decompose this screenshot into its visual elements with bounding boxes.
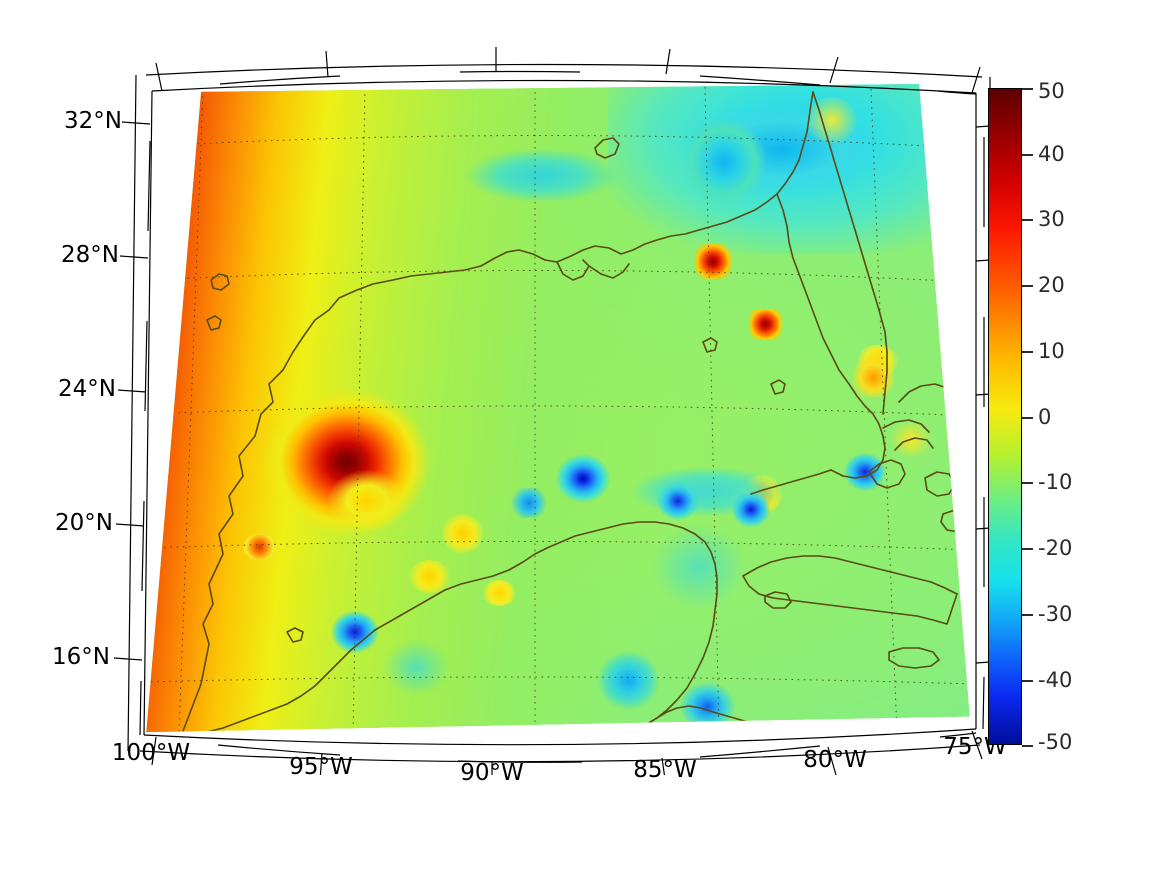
- colorbar-tick-50: [1022, 88, 1033, 90]
- field-warm-blob-1: [441, 514, 484, 554]
- colorbar-label-20: 20: [1038, 273, 1065, 297]
- field-cuba-west-low: [653, 478, 704, 525]
- colorbar-tick-n50: [1022, 745, 1033, 747]
- field-warm-blob-3: [483, 579, 517, 606]
- colorbar-label-0: 0: [1038, 405, 1052, 429]
- colorbar-label-n50: -50: [1038, 730, 1073, 754]
- colorbar-gradient: [988, 88, 1022, 745]
- field-yucatan-west-low: [512, 488, 546, 518]
- lat-tick-label-28n: 28°N: [61, 242, 119, 268]
- field-belize-low: [591, 644, 666, 717]
- coastline-overlay: [143, 84, 973, 736]
- colorbar-tick-40: [1022, 154, 1033, 156]
- field-veracruz-warm: [242, 533, 276, 560]
- lon-tick-label-90w: 90°W: [460, 760, 524, 786]
- colorbar-label-10: 10: [1038, 339, 1065, 363]
- lon-tick-label-100w: 100°W: [111, 740, 191, 766]
- field-yucatan-low: [549, 449, 617, 508]
- field-yucatan-east-cool: [641, 514, 758, 619]
- graticule: [146, 86, 970, 733]
- colorbar-tick-30: [1022, 219, 1033, 221]
- colorbar-label-n40: -40: [1038, 668, 1073, 692]
- colorbar-label-n30: -30: [1038, 602, 1073, 626]
- lat-tick-label-20n: 20°N: [55, 510, 113, 536]
- colorbar-tick-0: [1022, 417, 1033, 419]
- colorbar-tick-20: [1022, 285, 1033, 287]
- field-cuba-central-low: [728, 488, 774, 531]
- colorbar-label-30: 30: [1038, 207, 1065, 231]
- colorbar-label-n10: -10: [1038, 470, 1073, 494]
- lat-tick-label-16n: 16°N: [52, 644, 110, 670]
- lon-tick-label-95w: 95°W: [289, 754, 353, 780]
- map-raster-field: [143, 84, 973, 736]
- lat-tick-label-32n: 32°N: [64, 108, 122, 134]
- lon-tick-label-85w: 85°W: [633, 757, 697, 783]
- field-panhandle-cool: [450, 142, 633, 208]
- map-plot-area[interactable]: [143, 84, 973, 736]
- field-warm-blob-2: [408, 559, 451, 593]
- colorbar-label-40: 40: [1038, 142, 1065, 166]
- colorbar-tick-10: [1022, 351, 1033, 353]
- colorbar-label-n20: -20: [1038, 536, 1073, 560]
- field-southwest-cool: [375, 631, 459, 704]
- field-cuba-east-low: [840, 449, 890, 495]
- colorbar-tick-n30: [1022, 614, 1033, 616]
- field-miami-high: [748, 308, 783, 339]
- colorbar[interactable]: [988, 88, 1022, 745]
- field-warm-blob-8: [807, 97, 857, 143]
- colorbar-tick-n20: [1022, 548, 1033, 550]
- colorbar-tick-n40: [1022, 680, 1033, 682]
- lon-tick-label-80w: 80°W: [803, 747, 867, 773]
- lat-tick-label-24n: 24°N: [58, 376, 116, 402]
- colorbar-label-50: 50: [1038, 79, 1065, 103]
- colorbar-tick-n10: [1022, 482, 1033, 484]
- field-florida-atlantic-cool: [674, 110, 774, 215]
- field-campeche-halo: [317, 462, 417, 541]
